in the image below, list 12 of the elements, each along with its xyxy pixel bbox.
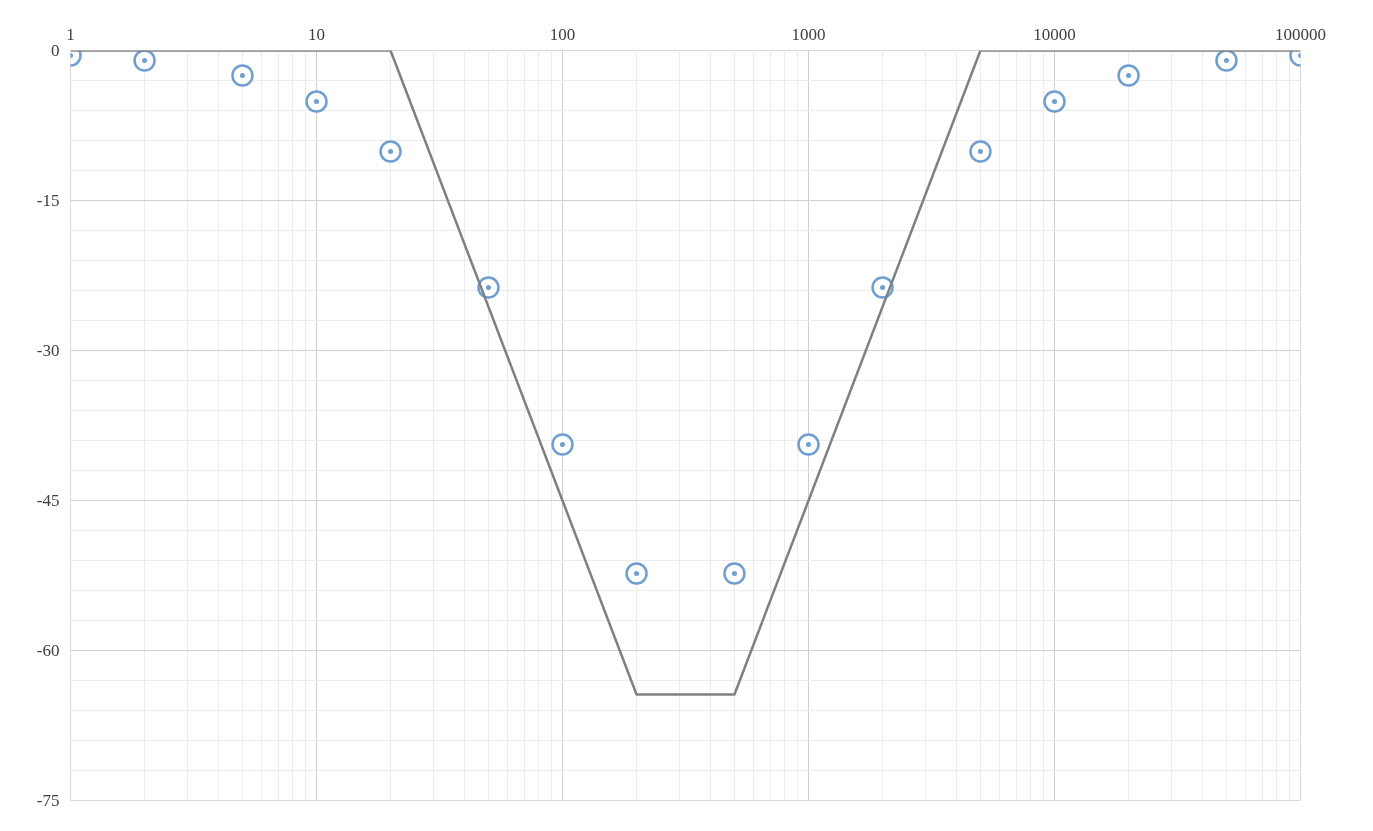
y-tick-label: -45 (36, 491, 60, 510)
y-tick-label: -75 (36, 791, 60, 810)
y-tick-label: 0 (51, 41, 60, 60)
y-tick-label: -30 (36, 341, 60, 360)
x-tick-label: 100000 (1275, 24, 1326, 44)
y-tick-label: -15 (36, 191, 60, 210)
x-tick-label: 10 (308, 24, 325, 44)
x-tick-label: 10000 (1033, 24, 1076, 44)
y-tick-label: -60 (36, 641, 60, 660)
x-tick-label: 1 (66, 24, 75, 44)
x-tick-label: 1000 (791, 24, 826, 44)
x-tick-label: 100 (549, 24, 576, 44)
